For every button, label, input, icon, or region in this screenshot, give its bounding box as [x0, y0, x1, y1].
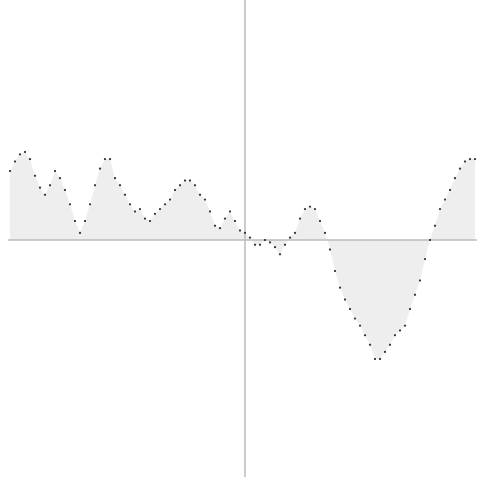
data-point [403, 324, 407, 327]
data-point [348, 307, 352, 311]
data-point [103, 157, 107, 161]
data-point [408, 307, 412, 311]
data-point [473, 157, 477, 161]
data-point [428, 238, 432, 242]
data-point [378, 357, 382, 361]
data-point [253, 243, 257, 246]
data-point [343, 298, 347, 301]
data-point [283, 243, 287, 246]
data-point [223, 217, 227, 220]
data-point [13, 160, 17, 163]
data-point [338, 286, 342, 289]
data-point [353, 317, 357, 320]
data-point [98, 167, 102, 170]
data-point [118, 184, 122, 187]
data-point [298, 217, 302, 220]
data-point [268, 241, 272, 244]
data-point [153, 212, 157, 215]
data-point [83, 219, 87, 223]
data-point [228, 210, 232, 213]
data-point [318, 219, 322, 223]
data-point [143, 217, 147, 220]
data-point [58, 177, 62, 180]
data-point [243, 231, 247, 234]
data-point [43, 193, 47, 196]
data-point [383, 350, 387, 353]
data-point [198, 193, 202, 196]
data-point [183, 179, 187, 182]
data-point [288, 236, 292, 239]
data-point [188, 179, 192, 182]
data-point [373, 357, 377, 361]
data-point [68, 203, 72, 206]
data-point [398, 329, 402, 332]
data-point [73, 219, 77, 223]
data-point [433, 224, 437, 227]
data-point [263, 238, 267, 242]
data-point [28, 157, 32, 161]
data-point [163, 203, 167, 206]
data-point [178, 184, 182, 187]
data-point [208, 210, 212, 213]
data-point [273, 246, 277, 249]
data-point [423, 257, 427, 261]
data-point [323, 231, 327, 234]
data-point [48, 184, 52, 187]
data-point [303, 207, 307, 211]
data-point [173, 188, 177, 192]
data-point [168, 198, 172, 201]
data-point [443, 198, 447, 201]
data-point [313, 207, 317, 211]
area [10, 151, 475, 359]
data-point [388, 343, 392, 346]
data-point [218, 227, 222, 230]
data-point [8, 169, 12, 173]
data-point [213, 224, 217, 227]
data-point [463, 160, 467, 163]
data-point [458, 167, 462, 170]
data-point [453, 177, 457, 180]
data-point [78, 231, 82, 234]
data-point [203, 198, 207, 201]
data-point [413, 293, 417, 296]
data-point [138, 207, 142, 211]
data-point [53, 169, 57, 173]
data-point [238, 229, 242, 232]
data-point [33, 174, 37, 177]
data-point [18, 153, 22, 156]
data-point [88, 203, 92, 206]
data-point [438, 207, 442, 211]
data-point [308, 205, 312, 208]
data-point [293, 231, 297, 234]
data-point [108, 157, 112, 161]
data-point [148, 219, 152, 223]
data-point [363, 334, 367, 337]
data-point [193, 184, 197, 187]
data-point [393, 334, 397, 337]
data-point [448, 188, 452, 192]
data-point [38, 186, 42, 189]
data-point [418, 279, 422, 282]
data-point [248, 236, 252, 239]
data-point [233, 219, 237, 223]
data-point [278, 253, 282, 256]
data-point [258, 243, 262, 246]
data-point [158, 207, 162, 211]
data-point [333, 269, 337, 273]
data-point [123, 193, 127, 196]
data-point [63, 188, 67, 192]
data-point [328, 248, 332, 251]
data-point [368, 343, 372, 346]
data-point [23, 150, 27, 154]
data-point [468, 157, 472, 161]
data-point [133, 210, 137, 213]
data-point [128, 203, 132, 206]
data-point [113, 177, 117, 180]
data-point [93, 184, 97, 187]
data-point [358, 324, 362, 327]
